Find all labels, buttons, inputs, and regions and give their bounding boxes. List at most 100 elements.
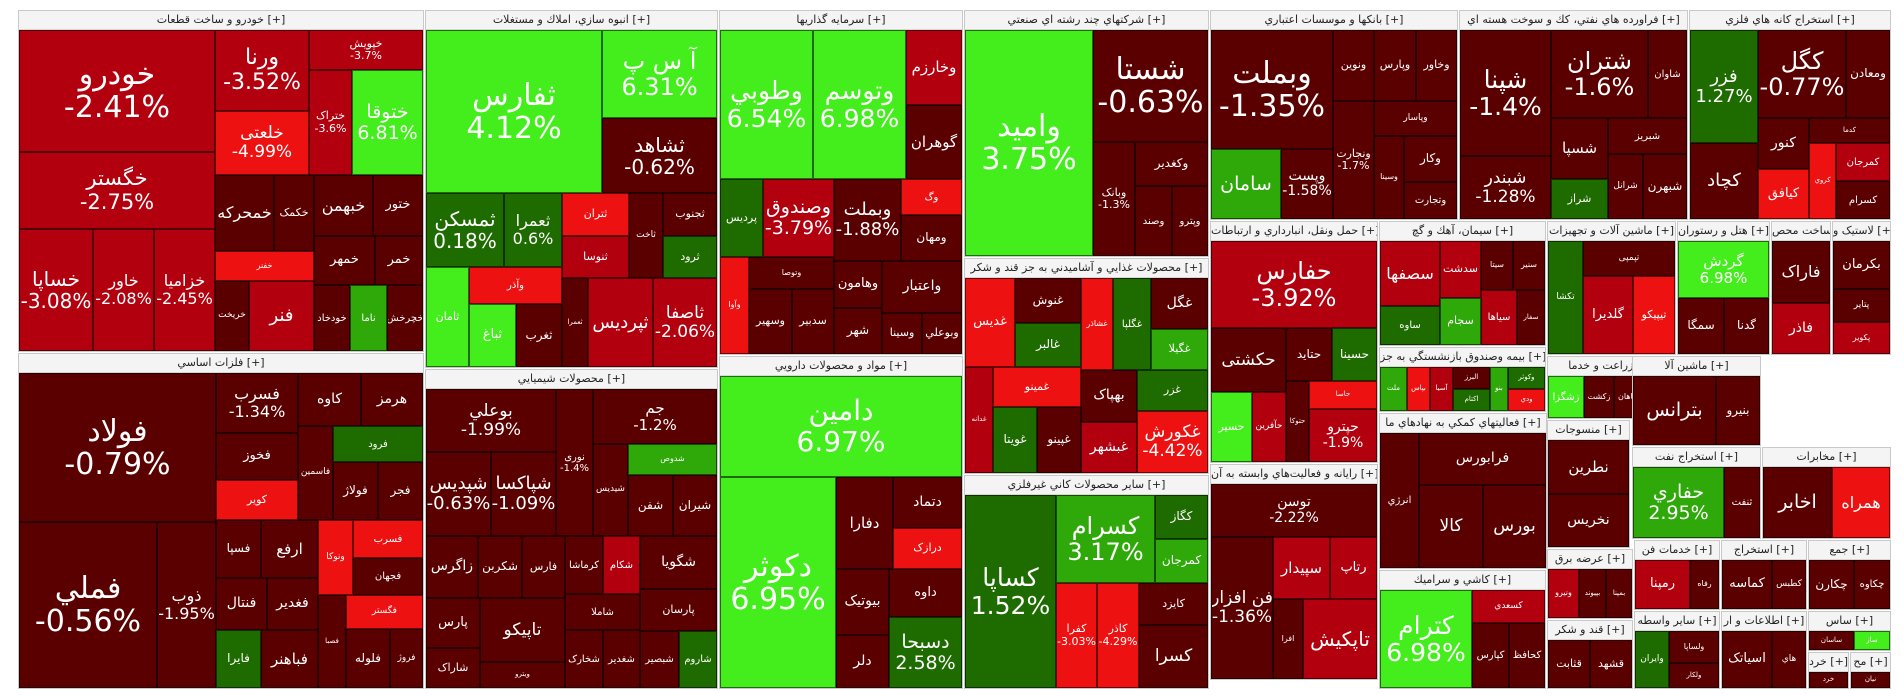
sector-title[interactable]: فلزات اساسي [+] xyxy=(19,354,423,373)
stock-tile[interactable]: ثاصفا -2.06% xyxy=(653,278,717,367)
sector-title[interactable]: كاشي و سراميك [+] xyxy=(1380,571,1545,590)
stock-tile[interactable]: داوه xyxy=(889,569,962,617)
stock-tile[interactable]: ثجنوب xyxy=(663,193,717,236)
stock-tile[interactable]: کگاز xyxy=(1155,495,1208,539)
sector-title[interactable]: خودرو و ساخت قطعات [+] xyxy=(19,11,423,30)
stock-tile[interactable]: خودرو -2.41% xyxy=(19,30,215,152)
stock-tile[interactable]: سنیر xyxy=(1513,241,1545,290)
stock-tile[interactable]: ثمسکن 0.18% xyxy=(426,193,504,267)
stock-tile[interactable]: ثامان xyxy=(426,267,469,367)
stock-tile[interactable]: فن افزار -1.36% xyxy=(1211,537,1273,679)
stock-tile[interactable]: وکار xyxy=(1404,136,1457,182)
stock-tile[interactable]: فروژ xyxy=(390,629,423,688)
stock-tile[interactable]: شاروم xyxy=(679,631,717,688)
sector-title[interactable]: جمع [+] xyxy=(1809,541,1890,560)
stock-tile[interactable]: شسپا xyxy=(1551,118,1608,179)
stock-tile[interactable]: دفارا xyxy=(836,477,893,569)
stock-tile[interactable]: وآوا xyxy=(720,257,749,354)
stock-tile[interactable]: شکام xyxy=(603,536,640,594)
stock-tile[interactable]: شفن xyxy=(628,475,673,536)
stock-tile[interactable]: زکشت xyxy=(1584,376,1614,418)
stock-tile[interactable]: وپست -1.58% xyxy=(1281,149,1333,219)
stock-tile[interactable]: کسرام 3.17% xyxy=(1056,495,1155,583)
stock-tile[interactable]: وبملت -1.35% xyxy=(1211,30,1333,149)
sector-title[interactable]: محصولات شيميايي [+] xyxy=(426,370,717,389)
stock-tile[interactable]: شگویا xyxy=(640,536,717,589)
stock-tile[interactable]: پارسان xyxy=(640,589,717,631)
stock-tile[interactable]: هرمز xyxy=(361,373,423,426)
stock-tile[interactable]: زشگزا xyxy=(1548,376,1584,418)
stock-tile[interactable]: ونجارت -1.7% xyxy=(1333,101,1374,219)
stock-tile[interactable]: کترام 6.98% xyxy=(1380,590,1472,688)
stock-tile[interactable]: سامان xyxy=(1211,149,1281,219)
stock-tile[interactable]: وپترو xyxy=(1172,186,1208,256)
stock-tile[interactable]: ثغرب xyxy=(516,304,562,367)
stock-tile[interactable]: سمگا xyxy=(1678,298,1724,354)
stock-tile[interactable]: خگستر -2.75% xyxy=(19,152,215,229)
stock-tile[interactable]: کسرام xyxy=(1836,181,1890,219)
stock-tile[interactable]: وپاسار xyxy=(1374,101,1457,136)
stock-tile[interactable]: سصفها xyxy=(1380,241,1440,306)
stock-tile[interactable]: ختراک -3.6% xyxy=(309,70,352,175)
stock-tile[interactable]: حسیر xyxy=(1211,392,1252,462)
stock-tile[interactable]: ثاخت xyxy=(629,193,663,278)
stock-tile[interactable]: گردش 6.98% xyxy=(1678,241,1769,298)
stock-tile[interactable]: دامین 6.97% xyxy=(720,376,962,477)
stock-tile[interactable]: پارس xyxy=(426,598,480,648)
stock-tile[interactable]: شدوص xyxy=(628,444,717,475)
stock-tile[interactable]: غگیلا xyxy=(1151,329,1208,370)
stock-tile[interactable]: کگل -0.77% xyxy=(1758,30,1846,118)
sector-title[interactable]: اطلاعات و ار [+] xyxy=(1722,612,1806,631)
stock-tile[interactable]: بمپنا xyxy=(1606,569,1632,618)
stock-tile[interactable]: بپاس xyxy=(1407,367,1430,411)
stock-tile[interactable]: کساپا 1.52% xyxy=(965,495,1056,688)
stock-tile[interactable]: ثعمرا 0.6% xyxy=(504,193,562,267)
stock-tile[interactable]: ونوکا xyxy=(318,520,353,595)
sector-title[interactable]: بانكها و موسسات اعتباري [+] xyxy=(1211,11,1457,30)
stock-tile[interactable]: غنوش xyxy=(1015,278,1081,323)
stock-tile[interactable]: ساز xyxy=(1854,631,1890,650)
sector-title[interactable]: عرضه برق [+] xyxy=(1548,550,1632,569)
stock-tile[interactable]: ساسان xyxy=(1809,631,1854,650)
stock-tile[interactable]: فایرا xyxy=(216,630,261,688)
stock-tile[interactable]: حپترو -1.9% xyxy=(1309,409,1377,462)
sector-title[interactable]: ساس [+] xyxy=(1809,612,1890,631)
sector-title[interactable]: محصولات غذايي و آشاميدني به جز قند و شكر… xyxy=(965,259,1208,278)
stock-tile[interactable]: ثنفت xyxy=(1724,467,1760,538)
stock-tile[interactable]: خبهمن xyxy=(314,175,373,236)
stock-tile[interactable]: قثابت xyxy=(1548,640,1590,688)
stock-tile[interactable]: بیوتیک xyxy=(836,569,889,635)
stock-tile[interactable]: خکمک xyxy=(274,175,314,251)
stock-tile[interactable]: سفار xyxy=(1517,290,1545,345)
stock-tile[interactable]: پکویر xyxy=(1833,322,1890,354)
sector-title[interactable]: انبوه سازي، املاك و مستغلات [+] xyxy=(426,11,717,30)
stock-tile[interactable]: تاپکیش xyxy=(1303,599,1377,679)
stock-tile[interactable]: حسینا xyxy=(1332,328,1377,381)
stock-tile[interactable]: وتوصا xyxy=(749,257,834,289)
stock-tile[interactable]: غبشهر xyxy=(1081,422,1137,473)
stock-tile[interactable]: غمینو xyxy=(993,367,1081,407)
stock-tile[interactable]: حفاري 2.95% xyxy=(1633,467,1724,538)
stock-tile[interactable]: فغدیر xyxy=(267,578,318,630)
sector-title[interactable]: استخراج نفت [+] xyxy=(1633,448,1760,467)
stock-tile[interactable]: دلر xyxy=(836,635,889,688)
stock-tile[interactable]: سدشت xyxy=(1440,241,1481,298)
stock-tile[interactable]: کیافق xyxy=(1758,169,1809,219)
stock-tile[interactable]: فارس xyxy=(522,536,565,598)
stock-tile[interactable]: شیدیس xyxy=(593,444,628,536)
sector-title[interactable]: خدمات فن [+] xyxy=(1635,541,1719,560)
stock-tile[interactable]: فلوله xyxy=(346,629,390,688)
stock-tile[interactable]: سپیدار xyxy=(1273,537,1330,599)
stock-tile[interactable]: خمهر xyxy=(314,236,375,285)
stock-tile[interactable]: وسینا xyxy=(882,313,922,354)
stock-tile[interactable]: کچاد xyxy=(1690,143,1758,219)
stock-tile[interactable]: خریخت xyxy=(215,281,249,351)
sector-title[interactable]: استخراج [+] xyxy=(1722,541,1806,560)
stock-tile[interactable]: فسپا xyxy=(216,520,261,578)
stock-tile[interactable]: کفرا -3.03% xyxy=(1056,583,1097,688)
stock-tile[interactable]: بنو xyxy=(1490,367,1508,411)
stock-tile[interactable]: ثپردیس xyxy=(588,278,653,367)
stock-tile[interactable]: ونیرو xyxy=(1548,569,1579,618)
stock-tile[interactable]: فاذر xyxy=(1772,303,1830,354)
stock-tile[interactable]: شستا -0.63% xyxy=(1093,30,1208,142)
